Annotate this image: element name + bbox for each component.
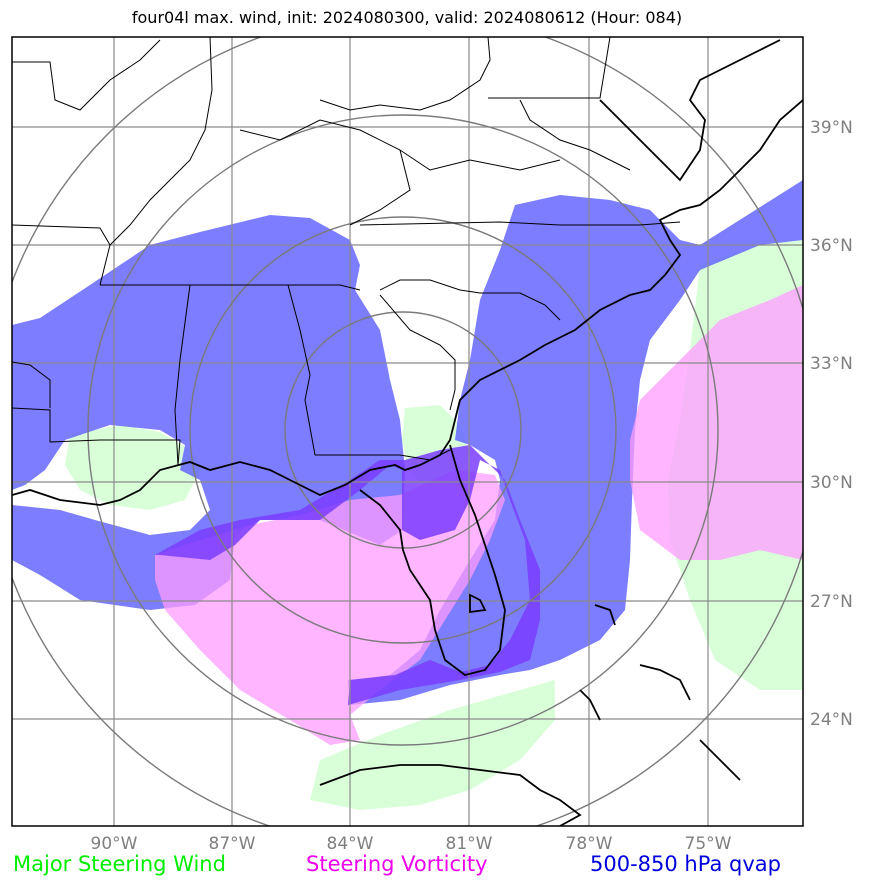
lon-tick-label: 87°W [209, 834, 256, 854]
lat-tick-label: 24°N [810, 710, 853, 730]
coastlines [12, 39, 803, 826]
lat-tick-labels: 39°N 36°N 33°N 30°N 27°N 24°N [810, 118, 853, 730]
vorticity-gulf [155, 470, 505, 745]
lon-tick-label: 78°W [566, 834, 613, 854]
lat-tick-label: 27°N [810, 592, 853, 612]
state-boundaries [12, 37, 681, 466]
overlap-florida [155, 445, 540, 705]
map-frame [11, 36, 804, 827]
range-rings [12, 37, 803, 826]
steering-wind-cuba [310, 680, 555, 810]
lat-tick-label: 36°N [810, 236, 853, 256]
vorticity-areas [155, 285, 803, 745]
lon-tick-label: 84°W [327, 834, 374, 854]
lon-tick-labels: 90°W 87°W 84°W 81°W 78°W 75°W [91, 834, 732, 854]
lat-tick-label: 33°N [810, 354, 853, 374]
lat-tick-label: 30°N [810, 473, 853, 493]
grid-lines [12, 37, 803, 826]
legend-steering-wind: Major Steering Wind [13, 852, 226, 876]
lon-tick-label: 81°W [446, 834, 493, 854]
overlap-areas [155, 445, 540, 705]
map-title: four04l max. wind, init: 2024080300, val… [131, 8, 683, 27]
lon-tick-label: 75°W [685, 834, 732, 854]
steering-wind-gulf [65, 425, 200, 510]
lat-tick-label: 39°N [810, 118, 853, 138]
lon-tick-label: 90°W [91, 834, 138, 854]
legend-qvap: 500-850 hPa qvap [590, 852, 781, 876]
legend-steering-vorticity: Steering Vorticity [306, 852, 488, 876]
vorticity-atlantic [630, 285, 803, 560]
